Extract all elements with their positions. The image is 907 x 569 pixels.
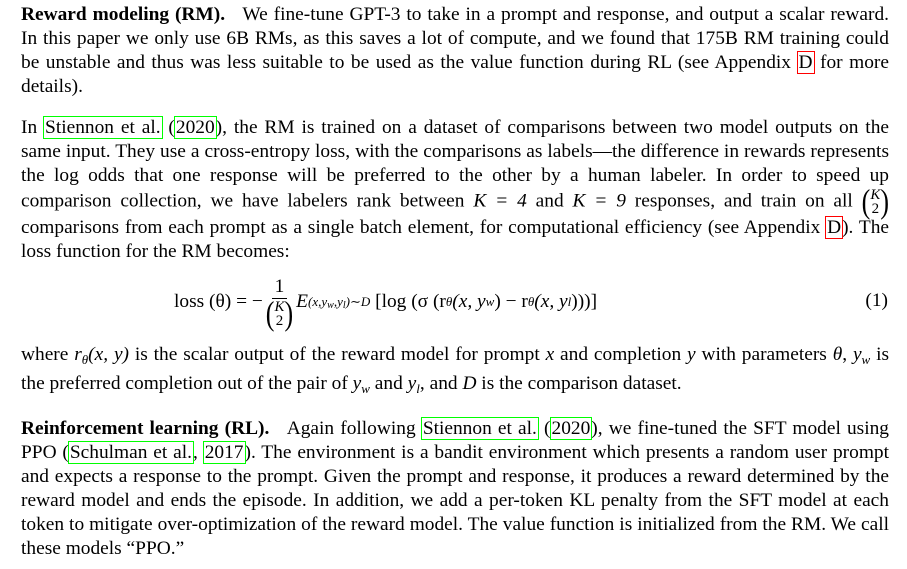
citation-schulman-author[interactable]: Schulman et al. [67, 441, 195, 464]
eq-expectation-sub: (x,yw,yl)∼D [308, 294, 370, 311]
eq-frac-numerator: 1 [271, 276, 288, 299]
eq-sub-l: l [342, 299, 346, 311]
rm-text-end: for more details). [21, 52, 889, 97]
eq-sub-mid: ,y [333, 293, 343, 309]
eq-frac-denominator: (K 2) [265, 294, 294, 333]
text: , [193, 442, 204, 463]
text: ( [537, 418, 551, 439]
text: ). The environment is a bandit environme… [21, 442, 889, 559]
eq-body-b: (x, y [452, 291, 486, 312]
text: , and [419, 373, 463, 394]
var-r: r [74, 344, 82, 365]
loss-equation: loss (θ) = − 1 (K 2) E (x,yw,yl)∼D [log (σ… [0, 272, 907, 332]
binom-top: K [870, 187, 881, 203]
eq-sub-w: w [327, 299, 334, 311]
text: is the scalar output of the reward model… [129, 344, 546, 365]
text: , we fine-tuned the SFT model using PPO … [21, 418, 889, 463]
text: where [21, 344, 75, 365]
var-yl: y [407, 373, 417, 394]
eq-lhs: loss (θ) = − [174, 291, 263, 312]
var-yw-2-sub: w [361, 381, 370, 396]
text: ) [591, 418, 598, 439]
rm-paragraph-2: In Stiennon et al. (2020), the RM is tra… [21, 116, 889, 264]
binomial-k-2: (K 2) [861, 182, 889, 221]
eq-binomial: (K 2) [265, 294, 294, 333]
k-equals-4: K = 4 [473, 190, 527, 212]
eq-theta-1: θ [445, 294, 453, 309]
eq-body-d: (x, y [534, 291, 568, 312]
eq-w: w [485, 294, 495, 309]
text: and [526, 190, 573, 212]
text: , [842, 344, 853, 365]
eq-body-c: ) − r [494, 291, 528, 312]
eq-fraction: 1 (K 2) [265, 276, 294, 333]
eq-binom-bottom: 2 [275, 313, 284, 329]
var-x: x [545, 344, 555, 365]
text: and completion [554, 344, 687, 365]
citation-stiennon-year[interactable]: 2020 [173, 116, 217, 139]
appendix-d-link[interactable]: D [796, 51, 815, 74]
var-yw-sub: w [861, 352, 871, 367]
citation-schulman-year[interactable]: 2017 [202, 441, 246, 464]
var-xy: (x, y) [88, 344, 130, 365]
equation-body: loss (θ) = − 1 (K 2) E (x,yw,yl)∼D [log (σ… [174, 272, 597, 332]
citation-stiennon-author-2[interactable]: Stiennon et al. [420, 417, 539, 440]
eq-body-a: [log (σ (r [375, 291, 446, 312]
binom-bottom: 2 [871, 201, 880, 217]
k-equals-9: K = 9 [572, 190, 626, 212]
var-yl-sub: l [416, 381, 420, 396]
eq-sub-a: (x,y [308, 293, 328, 309]
rl-heading: Reinforcement learning (RL). [21, 418, 270, 439]
rm-text: We fine-tune GPT-3 to take in a prompt a… [21, 4, 889, 73]
text: is the preferred completion out of the p… [21, 344, 890, 394]
rm-heading: Reward modeling (RM). [21, 4, 226, 25]
eq-binom-top: K [274, 299, 285, 315]
text: In [21, 117, 45, 138]
eq-expectation: E [296, 291, 309, 312]
text: Again following [286, 418, 422, 439]
text: with parameters [695, 344, 833, 365]
citation-stiennon-author[interactable]: Stiennon et al. [43, 116, 163, 139]
citation-stiennon-year-2[interactable]: 2020 [549, 417, 593, 440]
rm-paragraph: Reward modeling (RM). We fine-tune GPT-3… [21, 3, 889, 99]
text: ). The loss function for the RM becomes: [21, 217, 889, 262]
eq-sub-end: )∼D [345, 293, 371, 309]
var-theta: θ [832, 344, 843, 365]
text: ) [215, 117, 223, 138]
eq-theta-2: θ [527, 294, 535, 309]
rl-paragraph: Reinforcement learning (RL). Again follo… [21, 417, 889, 561]
var-yw: y [852, 344, 862, 365]
eq-body-e: )))] [571, 291, 598, 312]
var-y: y [687, 344, 696, 365]
var-D: D [462, 373, 477, 394]
appendix-d-link-2[interactable]: D [825, 216, 844, 239]
text: ( [161, 117, 175, 138]
text: responses, and train on all [625, 190, 862, 212]
var-yw-2: y [352, 373, 362, 394]
var-theta-sub: θ [81, 352, 89, 367]
text: comparisons from each prompt as a single… [21, 217, 827, 238]
equation-number: (1) [865, 290, 888, 311]
rm-paragraph-3: where rθ(x, y) is the scalar output of t… [21, 343, 889, 401]
eq-l: l [567, 294, 572, 309]
text: is the comparison dataset. [476, 373, 682, 394]
text: , the RM is trained on a dataset of comp… [21, 117, 889, 212]
text: and [369, 373, 408, 394]
